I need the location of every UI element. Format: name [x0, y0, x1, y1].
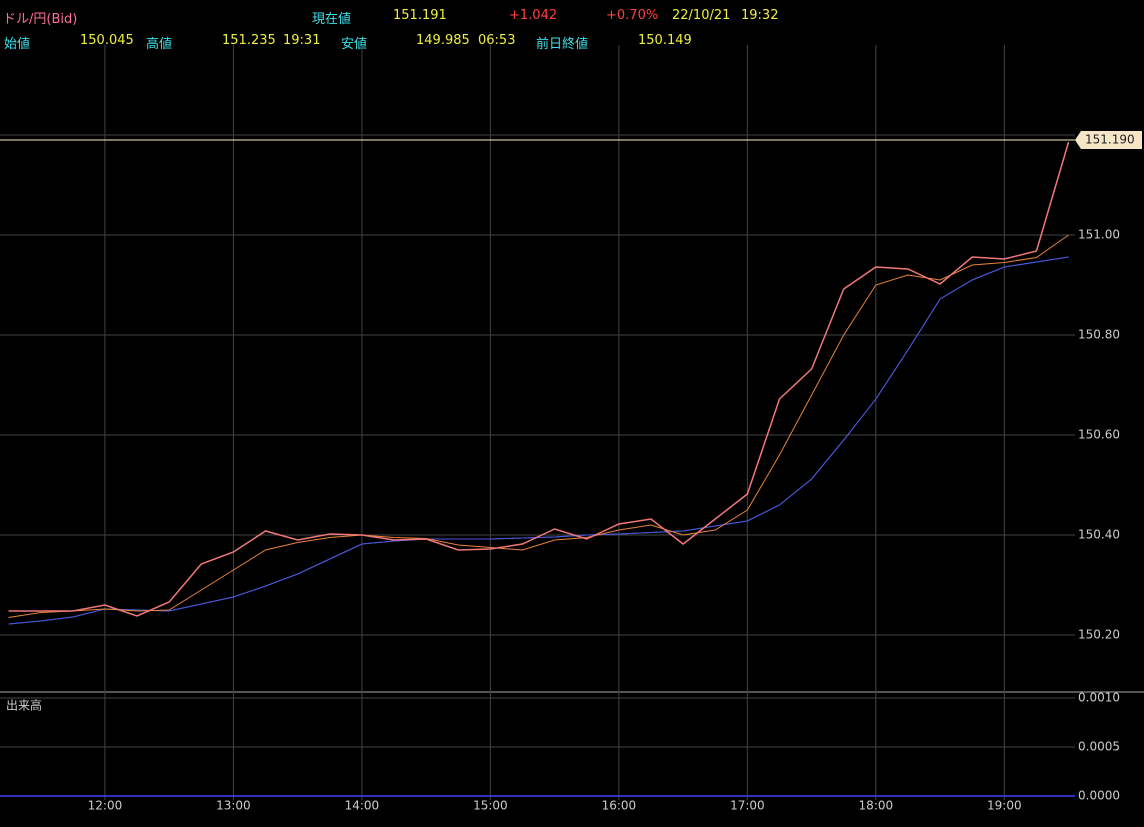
series-line — [8, 256, 1069, 625]
label: 現在値 — [312, 12, 352, 27]
x-tick-label: 14:00 — [345, 799, 380, 813]
y-tick-label: 0.0010 — [1078, 690, 1120, 704]
series-line — [8, 234, 1069, 618]
series-line — [8, 256, 1069, 625]
x-tick-label: 15:00 — [473, 799, 508, 813]
series-line — [8, 141, 1070, 617]
value: 22/10/21 — [672, 8, 731, 23]
label: 前日終値 — [536, 37, 589, 52]
value: +1.042 — [509, 8, 558, 23]
y-tick-label: 150.60 — [1078, 428, 1120, 442]
x-tick-label: 16:00 — [602, 799, 637, 813]
current-price-label: 151.190 — [1085, 133, 1135, 147]
y-tick-label: 150.20 — [1078, 628, 1120, 642]
value: 149.985 — [416, 33, 470, 48]
x-tick-label: 13:00 — [216, 799, 251, 813]
y-tick-label: 151.00 — [1078, 228, 1120, 242]
label: 高値 — [146, 37, 173, 52]
value: 151.235 — [222, 33, 276, 48]
panel-title: 出来高 — [6, 698, 42, 713]
x-tick-label: 19:00 — [987, 799, 1022, 813]
symbol: ドル/円(Bid) — [3, 12, 78, 27]
y-tick-label: 0.0000 — [1078, 789, 1120, 803]
value: 151.191 — [393, 8, 447, 23]
value: 150.149 — [638, 33, 692, 48]
value: +0.70% — [606, 8, 659, 23]
current-price-tag — [1075, 131, 1142, 149]
value: 19:32 — [741, 8, 779, 23]
value: 06:53 — [478, 33, 516, 48]
y-tick-label: 150.40 — [1078, 528, 1120, 542]
value: 150.045 — [80, 33, 134, 48]
label: 始値 — [4, 37, 31, 52]
x-tick-label: 12:00 — [88, 799, 123, 813]
y-tick-label: 150.80 — [1078, 328, 1120, 342]
value: 19:31 — [283, 33, 321, 48]
y-tick-label: 0.0005 — [1078, 739, 1120, 753]
x-tick-label: 18:00 — [859, 799, 894, 813]
label: 安値 — [341, 37, 368, 52]
x-tick-label: 17:00 — [730, 799, 765, 813]
